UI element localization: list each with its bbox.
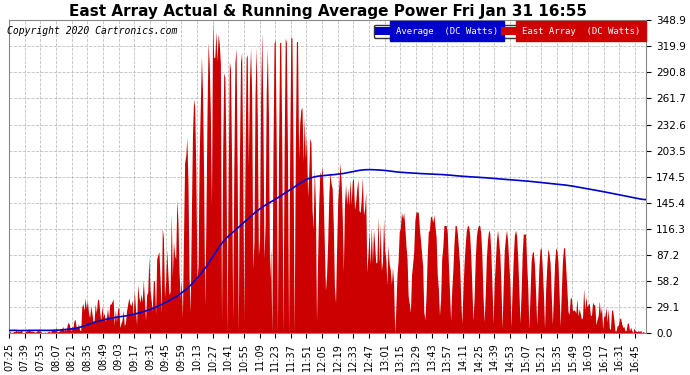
Title: East Array Actual & Running Average Power Fri Jan 31 16:55: East Array Actual & Running Average Powe… <box>69 4 586 19</box>
Legend: Average  (DC Watts), East Array  (DC Watts): Average (DC Watts), East Array (DC Watts… <box>373 25 642 38</box>
Text: Copyright 2020 Cartronics.com: Copyright 2020 Cartronics.com <box>7 26 177 36</box>
